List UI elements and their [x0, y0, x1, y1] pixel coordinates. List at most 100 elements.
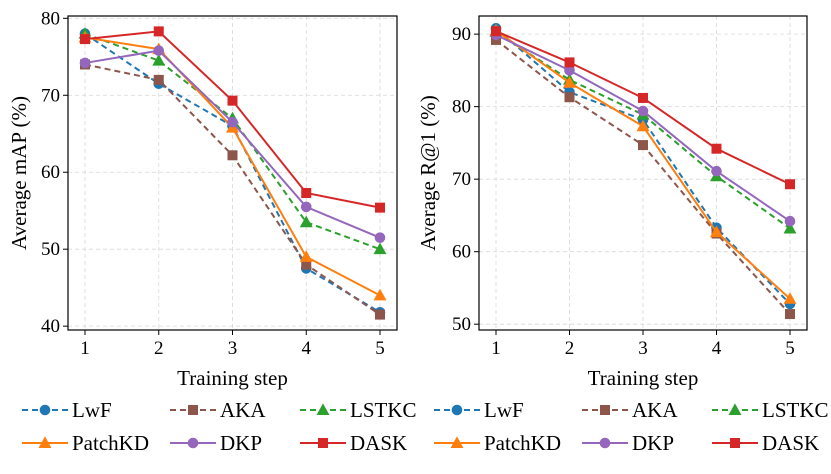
- left-data-point: [300, 201, 312, 213]
- left-y-tick-label: 60: [41, 162, 60, 183]
- left-data-point: [299, 215, 313, 228]
- left-legend-swatch-marker: [187, 437, 199, 449]
- right-data-point: [785, 179, 795, 190]
- right-legend-item-lstkc: LSTKC: [712, 398, 829, 422]
- right-x-tick-label: 1: [491, 338, 501, 359]
- left-legend-label: PatchKD: [72, 431, 149, 455]
- right-legend-label: AKA: [632, 398, 678, 422]
- right-series-line: [495, 31, 791, 230]
- right-legend-swatch-marker: [450, 436, 464, 448]
- left-x-tick-label: 4: [302, 338, 312, 359]
- right-x-tick-label: 2: [565, 338, 575, 359]
- right-legend-item-dkp: DKP: [582, 431, 674, 455]
- left-data-point: [374, 232, 386, 243]
- right-legend-label: LSTKC: [762, 398, 829, 422]
- right-legend-item-patchkd: PatchKD: [434, 431, 561, 455]
- left-data-point: [373, 242, 387, 255]
- right-data-point: [783, 221, 797, 234]
- left-x-axis-title: Training step: [177, 366, 288, 390]
- right-legend-label: DKP: [632, 431, 674, 455]
- left-data-point: [375, 309, 385, 320]
- right-chart: 1 2 3 4 5 50 60 70 80 90 Training step Average R@1 …: [416, 15, 829, 455]
- right-legend-label: LwF: [484, 398, 524, 422]
- left-data-point: [153, 26, 164, 37]
- right-y-tick-label: 70: [452, 169, 471, 190]
- right-data-point: [637, 105, 649, 117]
- right-data-point: [491, 26, 501, 37]
- right-data-point: [710, 225, 723, 238]
- right-legend-swatch-marker: [730, 438, 740, 448]
- right-data-point: [785, 309, 795, 320]
- left-x-tick-label: 1: [80, 338, 90, 359]
- left-y-tick-label: 70: [41, 85, 60, 106]
- right-y-tick-label: 90: [452, 24, 471, 45]
- right-legend-swatch-marker: [728, 403, 742, 415]
- left-y-axis-title: Average mAP (%): [7, 96, 31, 250]
- left-x-tick-label: 3: [228, 338, 238, 359]
- left-data-point: [227, 150, 238, 161]
- right-y-axis-title: Average R@1 (%): [416, 95, 440, 250]
- left-x-tick-label: 2: [154, 338, 164, 359]
- left-data-point: [80, 34, 90, 45]
- right-legend-swatch-marker: [599, 437, 611, 449]
- right-legend: LwF AKA LSTKC PatchKD DKP DASK: [434, 398, 829, 455]
- left-y-tick-label: 40: [41, 316, 60, 337]
- left-data-point: [227, 116, 238, 128]
- left-legend-label: AKA: [220, 398, 266, 422]
- left-legend-swatch-marker: [39, 404, 51, 416]
- right-data-point: [711, 165, 722, 177]
- left-legend: LwF AKA LSTKC PatchKD DKP DASK: [22, 398, 417, 455]
- left-grid: [68, 16, 397, 330]
- left-legend-item-aka: AKA: [170, 398, 266, 422]
- left-y-tick-label: 80: [41, 8, 60, 29]
- left-legend-item-lwf: LwF: [22, 398, 112, 422]
- right-x-tick-label: 3: [638, 338, 648, 359]
- right-x-tick-label: 5: [785, 338, 795, 359]
- right-legend-item-lwf: LwF: [434, 398, 524, 422]
- left-chart: 1 2 3 4 5 40 50 60 70 80 Training step Average mAP …: [7, 8, 417, 455]
- left-legend-item-dkp: DKP: [170, 431, 262, 455]
- left-data-point: [227, 95, 238, 106]
- right-grid: [479, 16, 807, 330]
- right-legend-item-dask: DASK: [712, 431, 819, 455]
- right-data-point: [563, 76, 576, 88]
- right-legend-label: DASK: [762, 431, 819, 455]
- left-legend-swatch-marker: [316, 403, 330, 415]
- left-legend-swatch-marker: [38, 436, 52, 448]
- right-y-tick-label: 80: [452, 97, 471, 118]
- left-legend-label: DKP: [220, 431, 262, 455]
- right-x-tick-label: 4: [712, 338, 722, 359]
- left-legend-label: LSTKC: [350, 398, 417, 422]
- left-data-point: [299, 250, 313, 262]
- left-series-dkp: [79, 45, 386, 243]
- left-legend-label: LwF: [72, 398, 112, 422]
- left-legend-item-dask: DASK: [300, 431, 407, 455]
- right-data-point: [638, 140, 648, 151]
- left-data-point: [301, 188, 312, 199]
- right-legend-swatch-marker: [451, 404, 463, 416]
- left-legend-item-lstkc: LSTKC: [300, 398, 417, 422]
- left-legend-swatch-marker: [318, 438, 328, 448]
- left-legend-item-patchkd: PatchKD: [22, 431, 149, 455]
- right-data-point: [783, 292, 797, 304]
- right-data-point: [564, 57, 575, 68]
- right-data-point: [564, 92, 575, 103]
- left-data-point: [375, 202, 385, 213]
- left-x-tick-label: 5: [375, 338, 385, 359]
- left-data-point: [153, 74, 164, 85]
- right-data-point: [711, 143, 722, 154]
- right-data-point: [784, 215, 796, 227]
- right-data-point: [638, 92, 648, 103]
- right-y-tick-label: 60: [452, 242, 471, 263]
- right-data-point: [636, 119, 650, 132]
- right-x-axis-title: Training step: [588, 366, 699, 390]
- right-y-tick-label: 50: [452, 314, 471, 335]
- right-legend-swatch-marker: [600, 405, 610, 415]
- left-data-point: [153, 45, 165, 56]
- left-y-tick-label: 50: [41, 239, 60, 260]
- left-data-point: [373, 288, 387, 301]
- right-legend-item-aka: AKA: [582, 398, 678, 422]
- right-legend-label: PatchKD: [484, 431, 561, 455]
- left-data-point: [152, 54, 166, 66]
